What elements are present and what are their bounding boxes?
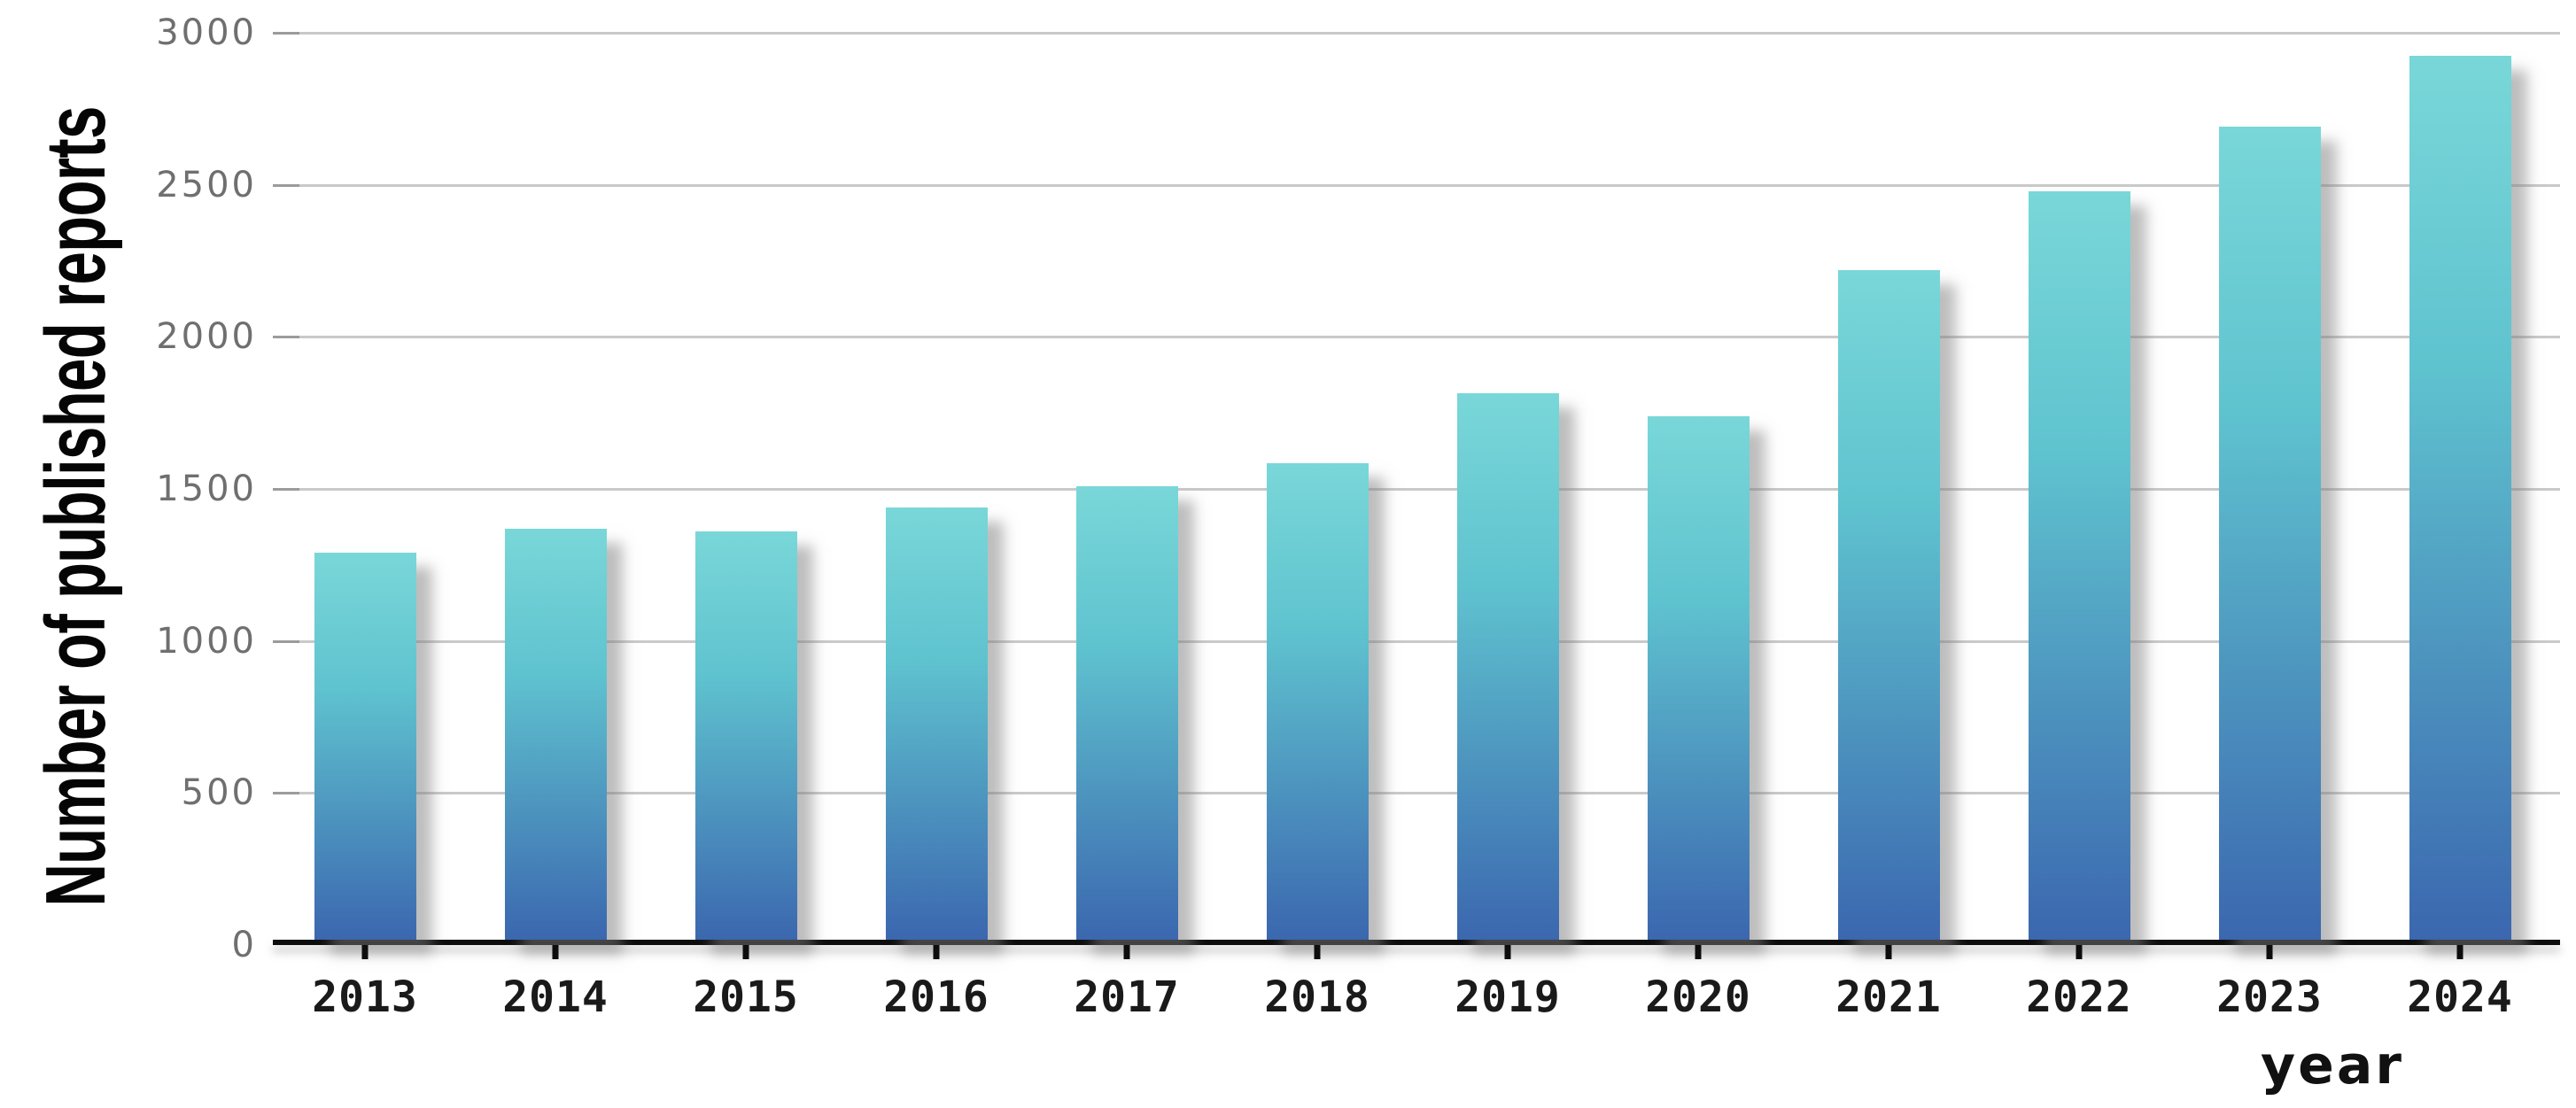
x-tick-2015 <box>742 945 749 959</box>
x-tick-2014 <box>552 945 559 959</box>
gridline-2000 <box>273 336 2560 339</box>
x-axis-title: year <box>2261 1034 2404 1096</box>
y-tick-label-1000: 1000 <box>156 620 257 662</box>
y-tick-label-2000: 2000 <box>156 316 257 358</box>
bar-2024 <box>2409 55 2511 940</box>
y-tick-500 <box>273 792 299 795</box>
y-tick-label-0: 0 <box>231 925 257 965</box>
gridline-3000 <box>273 32 2560 35</box>
x-tick-label-2015: 2015 <box>693 972 799 1022</box>
x-tick-label-2014: 2014 <box>502 972 609 1022</box>
x-tick-2019 <box>1504 945 1511 959</box>
y-tick-label-500: 500 <box>181 772 257 814</box>
x-tick-label-2019: 2019 <box>1455 972 1561 1022</box>
y-tick-1000 <box>273 639 299 643</box>
x-tick-label-2021: 2021 <box>1835 972 1942 1022</box>
y-tick-1500 <box>273 488 299 491</box>
bar-2014 <box>504 528 607 940</box>
x-tick-2016 <box>933 945 940 959</box>
x-tick-2022 <box>2076 945 2083 959</box>
y-tick-label-3000: 3000 <box>156 12 257 53</box>
bar-2020 <box>1647 415 1750 940</box>
x-tick-label-2016: 2016 <box>883 972 989 1022</box>
x-tick-label-2013: 2013 <box>312 972 418 1022</box>
y-axis-title: Number of published reports <box>28 106 123 907</box>
y-tick-label-1500: 1500 <box>156 469 257 509</box>
x-tick-label-2024: 2024 <box>2407 972 2513 1022</box>
x-tick-2013 <box>361 945 369 959</box>
bar-2022 <box>2028 190 2130 940</box>
bar-2016 <box>885 507 988 940</box>
y-tick-3000 <box>273 32 299 35</box>
x-tick-label-2020: 2020 <box>1645 972 1751 1022</box>
bar-2018 <box>1266 462 1369 940</box>
y-tick-2500 <box>273 183 299 187</box>
x-tick-2017 <box>1123 945 1130 959</box>
x-tick-label-2018: 2018 <box>1264 972 1370 1022</box>
bar-2021 <box>1837 269 1940 940</box>
x-axis-line <box>273 940 2560 945</box>
x-tick-label-2017: 2017 <box>1074 972 1180 1022</box>
x-tick-label-2022: 2022 <box>2026 972 2132 1022</box>
gridline-2500 <box>273 183 2560 187</box>
bar-2013 <box>314 553 416 940</box>
gridline-1500 <box>273 488 2560 491</box>
bar-2023 <box>2218 127 2321 940</box>
x-tick-2020 <box>1695 945 1702 959</box>
y-tick-label-2500: 2500 <box>156 164 257 205</box>
x-tick-2021 <box>1885 945 1892 959</box>
x-tick-2018 <box>1314 945 1321 959</box>
plot-area <box>273 32 2560 959</box>
x-tick-2023 <box>2266 945 2273 959</box>
gridline-1000 <box>273 639 2560 643</box>
x-tick-label-2023: 2023 <box>2216 972 2323 1022</box>
bar-2017 <box>1075 485 1178 940</box>
gridline-500 <box>273 792 2560 795</box>
y-tick-2000 <box>273 336 299 339</box>
x-tick-2024 <box>2456 945 2463 959</box>
bar-2019 <box>1456 392 1559 940</box>
bar-2015 <box>694 531 797 940</box>
